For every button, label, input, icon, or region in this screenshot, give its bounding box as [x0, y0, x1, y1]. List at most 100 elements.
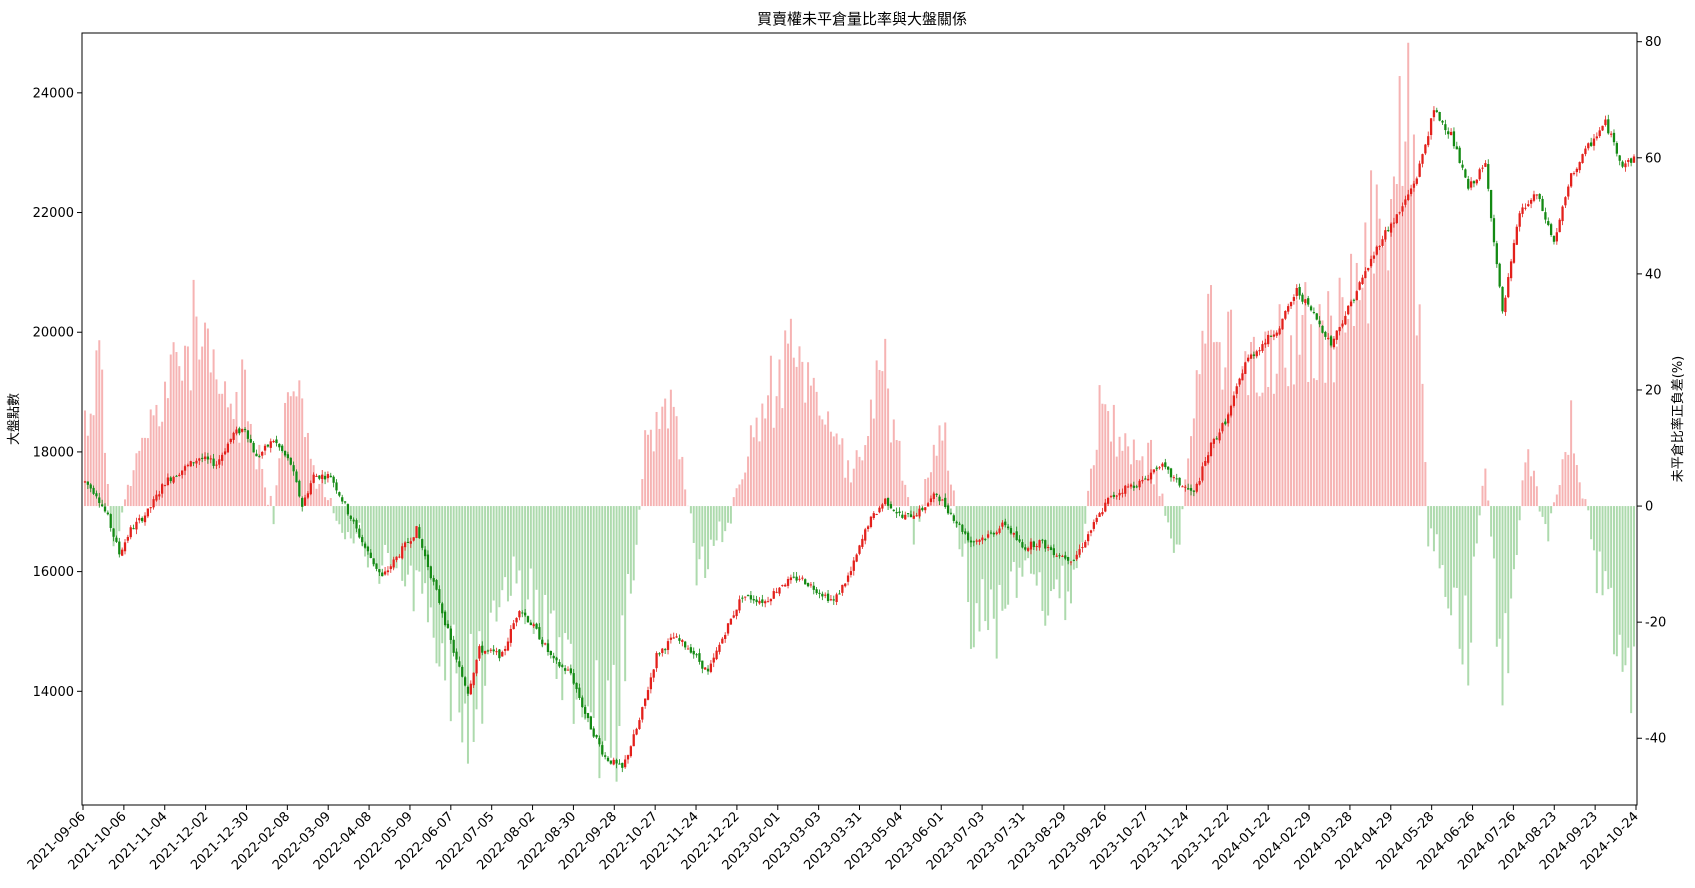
oi-ratio-bar: [661, 406, 664, 507]
oi-ratio-bar: [464, 506, 467, 704]
oi-ratio-bar: [258, 444, 261, 507]
oi-ratio-bar: [1587, 506, 1590, 511]
candle-body: [826, 593, 830, 602]
candle-body: [1098, 513, 1101, 517]
oi-ratio-bar: [266, 504, 269, 507]
candle-body: [538, 627, 541, 640]
oi-ratio-bar: [952, 490, 955, 507]
candle-body: [503, 648, 507, 651]
candle-body: [1630, 158, 1633, 163]
oi-ratio-bar: [458, 506, 461, 713]
oi-ratio-bar: [964, 506, 967, 544]
candle-body: [1112, 494, 1115, 497]
oi-ratio-bar: [498, 506, 501, 608]
oi-ratio-bar: [1261, 392, 1264, 507]
candle-body: [598, 738, 601, 745]
candle-body: [1601, 125, 1604, 131]
candle-body: [432, 578, 435, 582]
candle-body: [749, 595, 753, 600]
candle-body: [1427, 136, 1430, 146]
oi-ratio-bar: [86, 435, 89, 507]
candle-body: [463, 677, 467, 686]
candle-body: [775, 591, 778, 593]
oi-ratio-bar: [1552, 502, 1555, 507]
candle-body: [1598, 130, 1601, 137]
oi-ratio-bar: [781, 408, 784, 507]
oi-ratio-bar: [1038, 506, 1041, 573]
candle-body: [306, 493, 310, 498]
oi-ratio-bar: [278, 458, 281, 507]
candle-body: [1069, 561, 1073, 563]
oi-ratio-bar: [749, 425, 752, 507]
oi-ratio-bar: [478, 506, 481, 632]
candle-body: [289, 457, 292, 465]
candle-body: [832, 599, 835, 601]
oi-ratio-bar: [1047, 506, 1050, 616]
candle-body: [158, 494, 161, 497]
oi-ratio-bar: [589, 506, 592, 713]
candle-body: [926, 503, 930, 507]
candle-body: [1504, 297, 1507, 313]
candle-body: [421, 539, 424, 548]
oi-ratio-bar: [1101, 403, 1104, 507]
candle-body: [992, 532, 995, 535]
candle-body: [924, 507, 927, 511]
candle-body: [1321, 325, 1324, 333]
oi-ratio-bar: [578, 506, 581, 687]
candle-body: [606, 757, 610, 761]
right-axis-tick-label: 80: [1645, 35, 1662, 50]
candle-body: [172, 476, 175, 483]
oi-ratio-bar: [701, 506, 704, 547]
right-axis-tick-label: -20: [1645, 616, 1666, 631]
oi-ratio-bar: [1278, 304, 1281, 507]
candle-body: [906, 513, 910, 515]
oi-ratio-bar: [941, 440, 944, 507]
candle-body: [435, 580, 438, 590]
candle-body: [1061, 555, 1064, 557]
oi-ratio-bar: [229, 403, 232, 507]
oi-ratio-bar: [669, 389, 672, 507]
candle-body: [543, 643, 547, 645]
candle-body: [1104, 502, 1107, 512]
candle-body: [852, 560, 855, 571]
candle-body: [1041, 539, 1044, 541]
candle-body: [1212, 438, 1216, 444]
oi-ratio-bar: [864, 445, 867, 507]
oi-ratio-bar: [378, 506, 381, 584]
candle-body: [1169, 468, 1173, 478]
candle-body: [1315, 313, 1318, 320]
candle-body: [558, 661, 561, 667]
candle-body: [138, 518, 141, 521]
candle-body: [512, 623, 515, 630]
candle-body: [1464, 169, 1467, 178]
candle-body: [1447, 131, 1450, 135]
candle-body: [326, 474, 330, 479]
candle-body: [1435, 110, 1438, 113]
oi-ratio-bar: [1521, 480, 1524, 507]
oi-ratio-bar: [1578, 482, 1581, 507]
oi-ratio-bar: [209, 372, 212, 507]
candle-body: [1275, 332, 1278, 336]
oi-ratio-bar: [809, 385, 812, 507]
candle-body: [652, 669, 655, 678]
candle-body: [952, 515, 955, 521]
oi-ratio-bar: [255, 469, 258, 507]
candle-body: [772, 591, 775, 599]
candle-body: [1558, 219, 1561, 233]
candle-body: [1535, 194, 1538, 196]
oi-ratio-bar: [481, 506, 484, 724]
oi-ratio-bar: [1515, 506, 1518, 556]
oi-ratio-bar: [264, 487, 267, 507]
oi-ratio-bar: [1527, 449, 1530, 507]
oi-ratio-bar: [915, 506, 918, 517]
candle-body: [1429, 118, 1433, 135]
oi-ratio-bar: [1398, 76, 1401, 507]
candle-body: [1081, 547, 1084, 549]
oi-ratio-bar: [558, 506, 561, 638]
oi-ratio-bar: [938, 425, 941, 507]
candle-body: [1607, 119, 1610, 134]
oi-ratio-bar: [1147, 442, 1150, 507]
candle-body: [201, 457, 204, 459]
candle-body: [1084, 541, 1087, 548]
oi-ratio-bar: [1484, 468, 1487, 507]
